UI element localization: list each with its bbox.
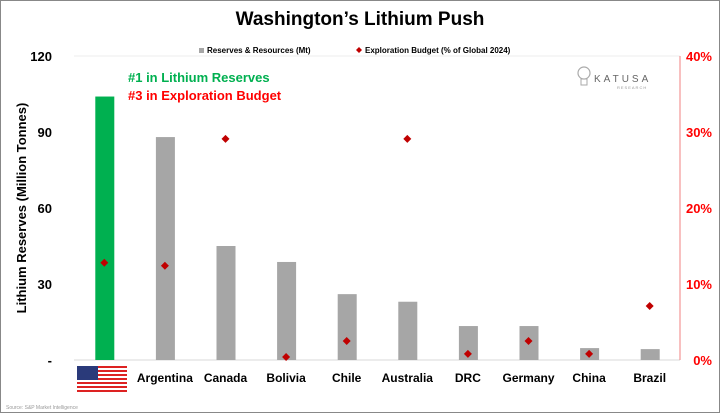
us-flag-icon xyxy=(77,366,127,392)
bar-bolivia xyxy=(277,261,297,360)
x-tick-label: Argentina xyxy=(137,371,193,385)
x-tick-label: China xyxy=(572,371,606,385)
source-note: Source: S&P Market Intelligence xyxy=(6,405,78,411)
point-drc xyxy=(463,349,472,358)
chart-title: Washington’s Lithium Push xyxy=(236,9,485,30)
point-brazil xyxy=(645,302,654,311)
x-tick-label: Chile xyxy=(332,371,362,385)
point-canada xyxy=(221,134,230,143)
bar-canada xyxy=(216,246,236,360)
x-tick-label: Canada xyxy=(204,371,248,385)
svg-text:RESEARCH: RESEARCH xyxy=(617,85,647,90)
legend-bars: Reserves & Resources (Mt) xyxy=(207,46,311,55)
point-chile xyxy=(342,337,351,345)
svg-text:KATUSA: KATUSA xyxy=(594,74,651,85)
y2-tick-label: 10% xyxy=(686,277,712,292)
y2-tick-label: 0% xyxy=(693,353,712,368)
bar-chile xyxy=(337,294,357,360)
bar-drc xyxy=(458,326,478,360)
point-argentina xyxy=(160,261,169,270)
x-tick-label: Germany xyxy=(502,371,554,385)
annotation-budget: #3 in Exploration Budget xyxy=(128,88,282,103)
y2-tick-label: 20% xyxy=(686,201,712,216)
y-tick-label: - xyxy=(48,353,52,368)
point-bolivia xyxy=(282,352,291,361)
y2-tick-label: 40% xyxy=(686,49,712,64)
legend-points: Exploration Budget (% of Global 2024) xyxy=(365,46,511,55)
point-china xyxy=(585,349,594,358)
annotation-reserves: #1 in Lithium Reserves xyxy=(128,70,270,85)
legend-point-swatch xyxy=(356,47,362,53)
point-australia xyxy=(403,134,412,143)
y2-tick-label: 30% xyxy=(686,125,712,140)
x-tick-label: Brazil xyxy=(633,371,666,385)
y-tick-label: 30 xyxy=(38,277,52,292)
y-axis-label: Lithium Reserves (Million Tonnes) xyxy=(14,103,29,314)
bar-australia xyxy=(398,301,418,360)
bar-united-states xyxy=(95,96,115,361)
point-germany xyxy=(524,337,533,345)
bar-brazil xyxy=(640,349,660,360)
y-tick-label: 120 xyxy=(30,49,52,64)
x-tick-label: Bolivia xyxy=(266,371,306,385)
y-tick-label: 60 xyxy=(38,201,52,216)
x-tick-label: Australia xyxy=(382,371,434,385)
x-tick-label: DRC xyxy=(455,371,481,385)
katusa-logo: KATUSA RESEARCH xyxy=(577,66,651,90)
bar-argentina xyxy=(155,137,175,360)
legend-bar-swatch xyxy=(199,48,204,53)
point-united-states xyxy=(100,258,109,267)
y-tick-label: 90 xyxy=(38,125,52,140)
